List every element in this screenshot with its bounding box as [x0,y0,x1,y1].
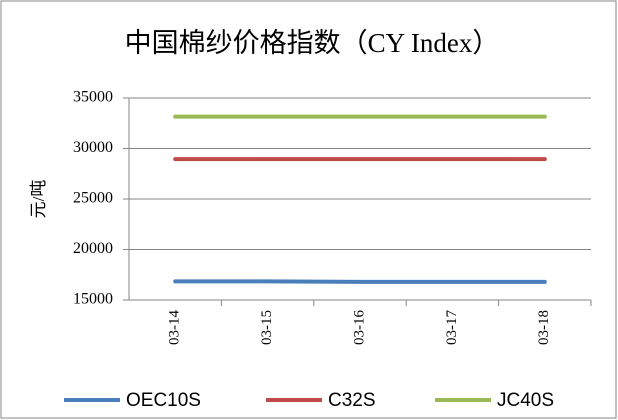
legend-label: JC40S [497,390,554,411]
x-tick-label: 03-16 [351,310,367,345]
x-tick-label: 03-15 [259,310,275,345]
y-tick-label: 20000 [73,240,113,257]
y-tick-label: 30000 [73,139,113,156]
y-tick-label: 15000 [73,291,113,308]
y-tick-label: 25000 [73,190,113,207]
series-line [173,279,547,284]
chart-title: 中国棉纱价格指数（CY Index） [125,28,500,58]
y-tick-label: 35000 [73,89,113,106]
x-tick-label: 03-17 [444,310,460,345]
y-axis-label: 元/吨 [29,180,48,219]
legend-label: C32S [328,390,376,411]
legend-label: OEC10S [126,390,201,411]
x-tick-label: 03-18 [536,310,552,345]
x-tick-label: 03-14 [167,310,183,345]
